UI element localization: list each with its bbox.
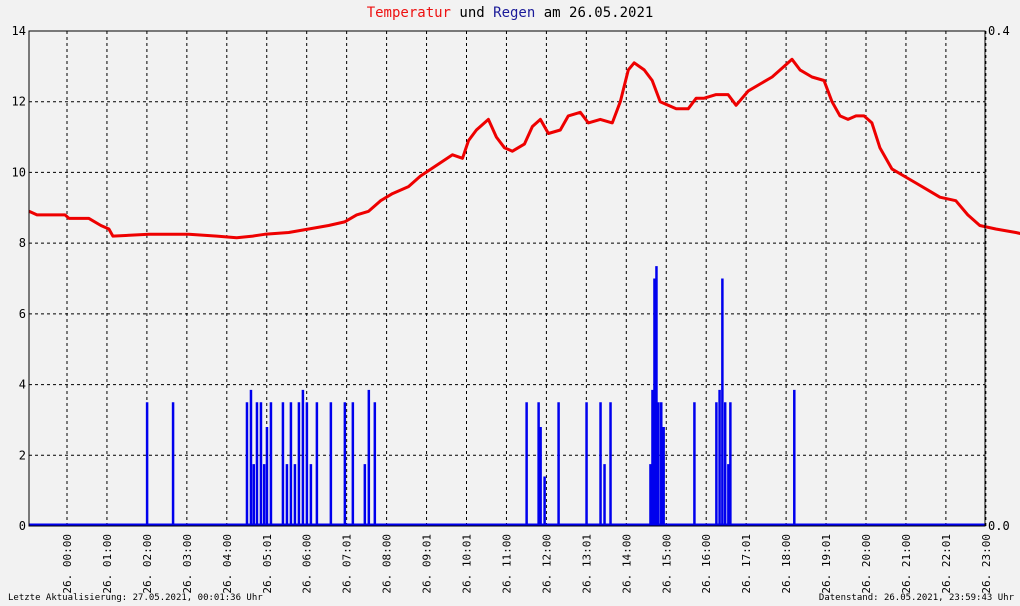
rain-bar bbox=[651, 389, 654, 526]
x-tick-label: 26. 01:00 bbox=[101, 534, 114, 594]
rain-bar bbox=[301, 389, 305, 526]
rain-bar bbox=[609, 402, 612, 526]
rain-bar bbox=[585, 402, 588, 526]
rain-bar bbox=[265, 427, 269, 526]
rain-bar bbox=[660, 402, 663, 526]
x-tick-label: 26. 16:00 bbox=[700, 534, 713, 594]
footer-data-status: Datenstand: 26.05.2021, 23:59:43 Uhr bbox=[818, 593, 1014, 603]
title-rain: Regen bbox=[493, 5, 536, 21]
rain-bar bbox=[373, 402, 377, 526]
y-tick-label-left: 14 bbox=[12, 24, 26, 38]
temperature-line bbox=[28, 57, 1020, 240]
rain-bar bbox=[727, 464, 730, 526]
x-tick-label: 26. 10:01 bbox=[461, 534, 474, 594]
rain-bar bbox=[249, 389, 253, 526]
y-tick-label-left: 6 bbox=[19, 307, 26, 321]
rain-bar bbox=[329, 402, 333, 526]
x-tick-label: 26. 18:00 bbox=[780, 534, 793, 594]
rain-bar bbox=[171, 402, 175, 526]
temperature-series bbox=[28, 57, 1020, 240]
x-tick-label: 26. 02:00 bbox=[141, 534, 154, 594]
rain-bar bbox=[603, 464, 606, 526]
rain-bar bbox=[537, 402, 540, 526]
rain-bar bbox=[599, 402, 602, 526]
rain-bar bbox=[793, 389, 796, 526]
plot-border bbox=[28, 30, 986, 527]
rain-bar bbox=[293, 464, 297, 526]
rain-bar bbox=[315, 402, 319, 526]
rain-bar bbox=[285, 464, 289, 526]
x-tick-label: 26. 19:01 bbox=[820, 534, 833, 594]
rain-bar bbox=[145, 402, 149, 526]
rain-bar bbox=[343, 402, 347, 526]
rain-bar bbox=[289, 402, 293, 526]
x-tick-label: 26. 04:00 bbox=[221, 534, 234, 594]
rain-bar bbox=[245, 402, 249, 526]
title-date: am 26.05.2021 bbox=[535, 5, 654, 21]
rain-bar bbox=[655, 266, 658, 526]
axis-labels: 0 2 4 6 8 10 12 14 0.0 0.4 26. 00:00 26. 01:00 26. 0… bbox=[12, 24, 1010, 594]
rain-bar bbox=[657, 402, 660, 526]
y-tick-label-left: 8 bbox=[19, 236, 26, 250]
y-tick-label-left: 10 bbox=[12, 165, 26, 179]
rain-bar bbox=[255, 402, 259, 526]
x-tick-label: 26. 14:00 bbox=[620, 534, 633, 594]
rain-bar bbox=[281, 402, 285, 526]
x-tick-label: 26. 12:00 bbox=[540, 534, 553, 594]
rain-series bbox=[29, 266, 985, 527]
rain-bar bbox=[252, 464, 256, 526]
rain-bar bbox=[363, 464, 367, 526]
rain-bar bbox=[367, 389, 371, 526]
rain-bar bbox=[269, 402, 273, 526]
x-tick-label: 26. 21:00 bbox=[900, 534, 913, 594]
x-tick-label: 26. 13:01 bbox=[580, 534, 593, 594]
rain-bar bbox=[653, 278, 656, 526]
chart-title: Temperatur und Regen am 26.05.2021 bbox=[0, 5, 1020, 21]
x-tick-label: 26. 11:00 bbox=[500, 534, 513, 594]
y-tick-label-left: 4 bbox=[19, 378, 26, 392]
x-tick-label: 26. 17:01 bbox=[740, 534, 753, 594]
rain-bar bbox=[557, 402, 560, 526]
rain-bar bbox=[259, 402, 263, 526]
footer-last-update: Letzte Aktualisierung: 27.05.2021, 00:01… bbox=[8, 593, 263, 603]
y-tick-label-left: 2 bbox=[19, 448, 26, 462]
rain-bar bbox=[543, 476, 546, 526]
rain-bar bbox=[723, 402, 727, 526]
y-tick-label-left: 0 bbox=[19, 519, 26, 533]
rain-bar bbox=[693, 402, 696, 526]
y-tick-label-left: 12 bbox=[12, 95, 26, 109]
rain-bar bbox=[525, 402, 528, 526]
x-tick-label: 26. 03:00 bbox=[181, 534, 194, 594]
rain-bar bbox=[262, 464, 266, 526]
rain-bar bbox=[718, 389, 721, 526]
x-tick-label: 26. 15:00 bbox=[660, 534, 673, 594]
rain-bar bbox=[662, 427, 665, 526]
rain-bar bbox=[721, 278, 724, 526]
x-tick-label: 26. 08:00 bbox=[381, 534, 394, 594]
y-tick-label-right: 0.0 bbox=[988, 519, 1010, 533]
rain-bar bbox=[715, 402, 718, 526]
rain-bar bbox=[649, 464, 652, 526]
x-tick-label: 26. 00:00 bbox=[61, 534, 74, 594]
rain-bar bbox=[297, 402, 301, 526]
y-tick-label-right: 0.4 bbox=[988, 24, 1010, 38]
rain-bar bbox=[351, 402, 355, 526]
plot-frame bbox=[28, 30, 986, 527]
rain-bar bbox=[305, 402, 309, 526]
rain-bar bbox=[729, 402, 732, 526]
x-tick-label: 26. 06:00 bbox=[301, 534, 314, 594]
x-tick-label: 26. 07:01 bbox=[341, 534, 354, 594]
x-tick-label: 26. 23:00 bbox=[980, 534, 993, 594]
rain-bar bbox=[309, 464, 313, 526]
title-connector: und bbox=[450, 5, 494, 21]
x-tick-label: 26. 20:00 bbox=[860, 534, 873, 594]
x-tick-label: 26. 09:01 bbox=[421, 534, 434, 594]
rain-bar bbox=[539, 427, 542, 526]
title-temperature: Temperatur bbox=[366, 5, 451, 21]
grid-lines bbox=[29, 31, 987, 526]
x-tick-label: 26. 22:01 bbox=[940, 534, 953, 594]
x-tick-label: 26. 05:01 bbox=[261, 534, 274, 594]
